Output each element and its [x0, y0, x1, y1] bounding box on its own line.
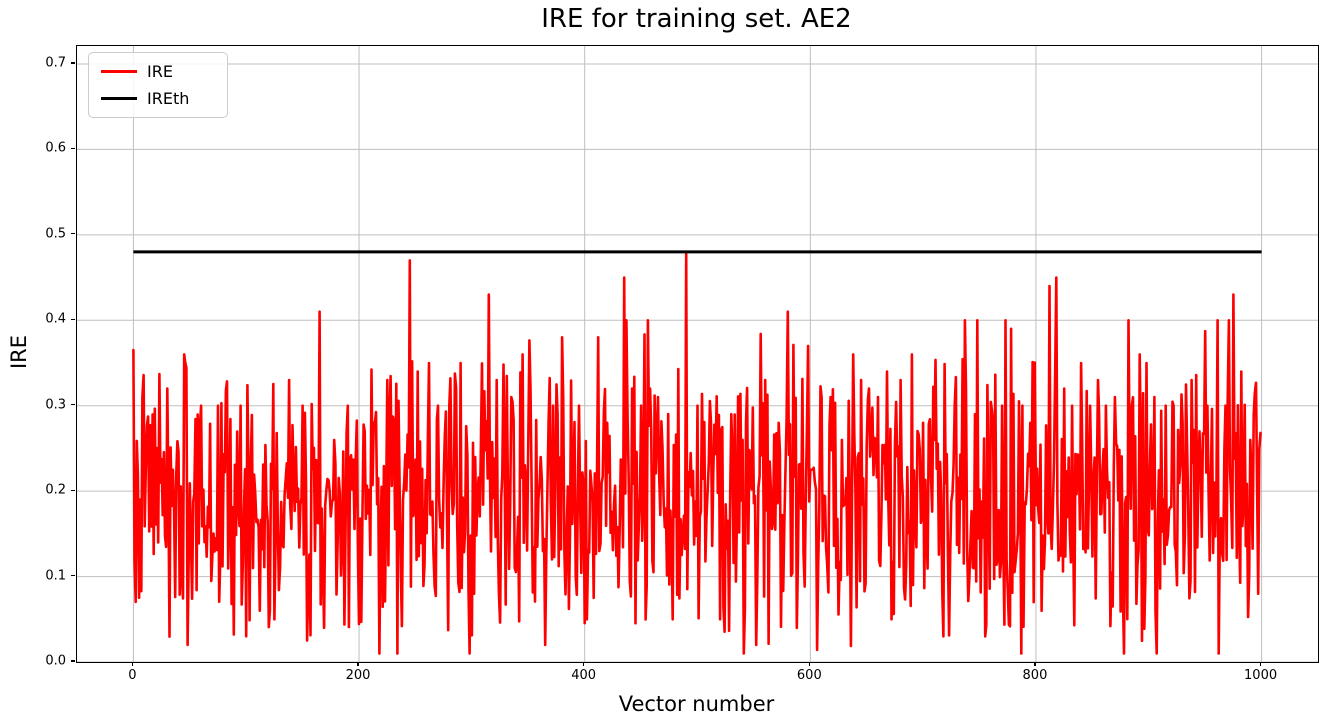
y-tick-label: 0.2 [45, 482, 66, 498]
x-tick-mark [808, 662, 810, 666]
x-tick-mark [583, 662, 585, 666]
x-tick-label: 400 [571, 668, 597, 683]
x-axis-label: Vector number [618, 692, 775, 716]
legend-label-ireth: IREth [147, 88, 190, 108]
data-line-ire [132, 250, 1262, 655]
y-tick-mark [71, 660, 75, 662]
y-tick-label: 0.0 [45, 653, 66, 669]
y-tick-mark [71, 489, 75, 491]
x-tick-label: 800 [1022, 668, 1048, 683]
legend-entry-ire: IRE [89, 62, 227, 81]
x-tick-mark [131, 662, 133, 666]
y-tick-mark [71, 574, 75, 577]
y-tick-mark [71, 233, 75, 235]
y-tick-mark [71, 147, 75, 149]
y-tick-label: 0.7 [45, 55, 66, 71]
x-tick-label: 200 [345, 668, 371, 683]
chart-title: IRE for training set. AE2 [541, 4, 852, 34]
x-tick-label: 0 [128, 668, 137, 683]
x-tick-mark [1259, 662, 1262, 666]
y-tick-label: 0.5 [45, 226, 66, 242]
legend-label-ire: IRE [147, 62, 173, 82]
legend: IRE IREth [88, 52, 228, 118]
y-tick-label: 0.1 [45, 568, 66, 584]
x-tick-label: 600 [796, 668, 822, 683]
y-tick-mark [71, 318, 75, 320]
ire-line-swatch [101, 70, 137, 74]
x-tick-label: 1000 [1244, 668, 1278, 683]
plot-area [76, 45, 1319, 663]
plot-canvas [77, 46, 1318, 662]
y-tick-label: 0.6 [45, 140, 66, 156]
y-axis-label: IRE [7, 334, 31, 370]
y-tick-mark [71, 404, 75, 406]
y-tick-mark [71, 62, 75, 64]
legend-entry-ireth: IREth [89, 89, 227, 108]
x-tick-mark [357, 662, 359, 666]
y-tick-label: 0.3 [45, 397, 66, 413]
y-tick-label: 0.4 [45, 311, 66, 327]
ireth-line-swatch [101, 96, 137, 100]
x-tick-mark [1034, 662, 1036, 666]
